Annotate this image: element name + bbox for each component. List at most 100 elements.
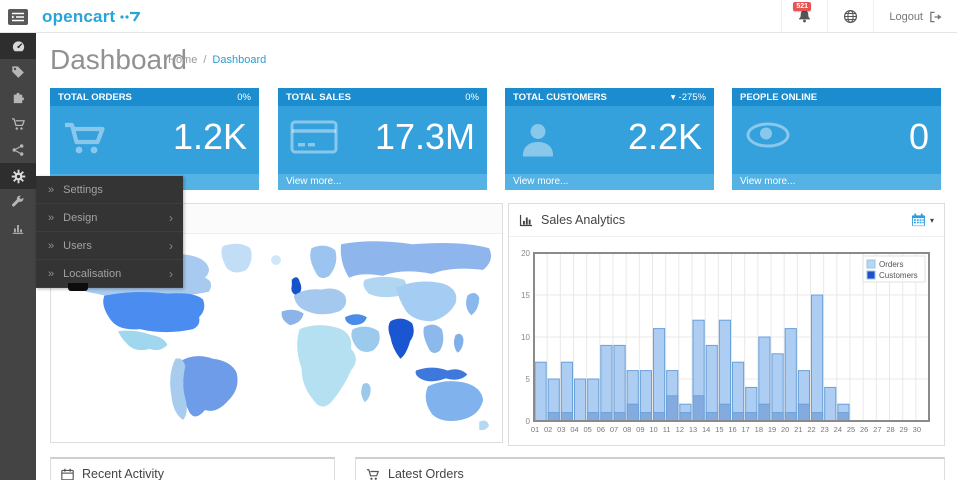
tile-title: TOTAL CUSTOMERS	[513, 91, 607, 103]
submenu-arrow-icon: ›	[169, 238, 173, 253]
svg-text:29: 29	[899, 425, 907, 434]
user-icon	[523, 124, 553, 157]
puzzle-piece-icon	[13, 92, 25, 104]
tag-icon	[12, 66, 24, 78]
tile-total-orders: TOTAL ORDERS 0% 1.2K View more...	[50, 88, 259, 190]
svg-text:22: 22	[807, 425, 815, 434]
svg-text:16: 16	[728, 425, 736, 434]
logout-button[interactable]: Logout	[873, 0, 957, 33]
menu-item-label: Users	[63, 239, 92, 252]
view-more-link[interactable]: View more...	[278, 174, 487, 190]
credit-card-icon	[290, 120, 338, 154]
svg-text:02: 02	[544, 425, 552, 434]
svg-text:14: 14	[702, 425, 710, 434]
gear-icon	[11, 169, 25, 183]
tile-percent-value: -275%	[678, 91, 706, 103]
svg-text:0: 0	[526, 417, 531, 426]
svg-text:17: 17	[741, 425, 749, 434]
calendar-icon	[911, 213, 926, 227]
notifications-button[interactable]: 521	[781, 0, 827, 33]
svg-text:Customers: Customers	[879, 271, 918, 280]
tile-header: PEOPLE ONLINE	[732, 88, 941, 106]
tile-body: 17.3M	[278, 106, 487, 174]
breadcrumb-current[interactable]: Dashboard	[212, 54, 267, 66]
cart-icon	[11, 118, 25, 130]
svg-text:Orders: Orders	[879, 260, 903, 269]
logout-label: Logout	[889, 10, 923, 23]
sales-analytics-panel: Sales Analytics ▾ 0 5 10 15 20 01 02 03 04 05 06 07…	[508, 203, 945, 446]
svg-text:01: 01	[531, 425, 539, 434]
sidebar-item-dashboard[interactable]	[0, 33, 36, 59]
share-icon	[12, 144, 24, 156]
sidebar-item-reports[interactable]	[0, 215, 36, 241]
svg-text:26: 26	[860, 425, 868, 434]
double-chevron-icon: »	[48, 267, 55, 280]
top-header: opencart 521 Logout	[0, 0, 957, 33]
header-actions: 521 Logout	[781, 0, 957, 33]
sidebar-item-sales[interactable]	[0, 111, 36, 137]
system-flyout-menu: » Settings » Design › » Users › » Locali…	[36, 176, 183, 288]
svg-text:15: 15	[715, 425, 723, 434]
menu-item-design[interactable]: » Design ›	[36, 204, 183, 232]
bell-icon	[799, 10, 811, 23]
svg-text:19: 19	[768, 425, 776, 434]
breadcrumb-home[interactable]: Home	[168, 54, 198, 66]
menu-item-localisation[interactable]: » Localisation ›	[36, 260, 183, 288]
sidebar-item-marketing[interactable]	[0, 137, 36, 163]
calendar-icon	[61, 468, 74, 480]
svg-text:04: 04	[570, 425, 578, 434]
cart-icon	[65, 122, 105, 154]
speedometer-icon	[12, 40, 24, 51]
sales-chart[interactable]: 0 5 10 15 20 01 02 03 04 05 06 07 08 09 10 11 12 13 14 15 16…	[517, 244, 936, 439]
sidebar-item-extensions[interactable]	[0, 85, 36, 111]
double-chevron-icon: »	[48, 239, 55, 252]
tile-title: TOTAL SALES	[286, 91, 351, 103]
recent-activity-panel: Recent Activity	[50, 457, 335, 480]
menu-item-label: Localisation	[63, 267, 122, 280]
latest-orders-title: Latest Orders	[388, 467, 464, 480]
svg-text:11: 11	[663, 425, 671, 434]
view-more-link[interactable]: View more...	[505, 174, 714, 190]
svg-text:25: 25	[847, 425, 855, 434]
tile-title: PEOPLE ONLINE	[740, 91, 818, 103]
menu-toggle-button[interactable]	[0, 0, 36, 33]
menu-item-label: Design	[63, 211, 98, 224]
tile-percent: ▾ -275%	[671, 92, 706, 103]
latest-orders-panel: Latest Orders	[355, 457, 945, 480]
opencart-logo[interactable]: opencart	[42, 0, 141, 33]
menu-notch	[68, 283, 88, 291]
svg-text:5: 5	[526, 375, 531, 384]
tile-header: TOTAL ORDERS 0%	[50, 88, 259, 106]
sales-analytics-header: Sales Analytics ▾	[509, 204, 944, 237]
svg-text:20: 20	[781, 425, 789, 434]
sidebar-item-tools[interactable]	[0, 189, 36, 215]
svg-text:05: 05	[583, 425, 591, 434]
menu-item-settings[interactable]: » Settings	[36, 176, 183, 204]
tile-total-customers: TOTAL CUSTOMERS ▾ -275% 2.2K View more...	[505, 88, 714, 190]
menu-item-label: Settings	[63, 183, 103, 196]
menu-item-users[interactable]: » Users ›	[36, 232, 183, 260]
svg-text:13: 13	[689, 425, 697, 434]
tile-body: 2.2K	[505, 106, 714, 174]
sales-analytics-title: Sales Analytics	[541, 213, 626, 227]
tile-percent: 0%	[465, 91, 479, 103]
svg-text:20: 20	[521, 249, 530, 258]
view-more-link[interactable]: View more...	[732, 174, 941, 190]
submenu-arrow-icon: ›	[169, 266, 173, 281]
sidebar-item-catalog[interactable]	[0, 59, 36, 85]
svg-text:30: 30	[913, 425, 921, 434]
bar-chart-icon	[12, 224, 24, 234]
svg-text:28: 28	[886, 425, 894, 434]
globe-icon	[844, 9, 858, 24]
recent-activity-header: Recent Activity	[51, 459, 334, 480]
tile-total-sales: TOTAL SALES 0% 17.3M View more...	[278, 88, 487, 190]
date-range-dropdown[interactable]: ▾	[911, 213, 934, 227]
stores-button[interactable]	[827, 0, 873, 33]
tile-value: 17.3M	[374, 116, 475, 157]
tile-value: 2.2K	[627, 116, 702, 157]
svg-text:23: 23	[820, 425, 828, 434]
breadcrumb-separator: /	[203, 54, 207, 66]
svg-text:03: 03	[557, 425, 565, 434]
tile-header: TOTAL CUSTOMERS ▾ -275%	[505, 88, 714, 106]
sidebar-item-system[interactable]	[0, 163, 36, 189]
